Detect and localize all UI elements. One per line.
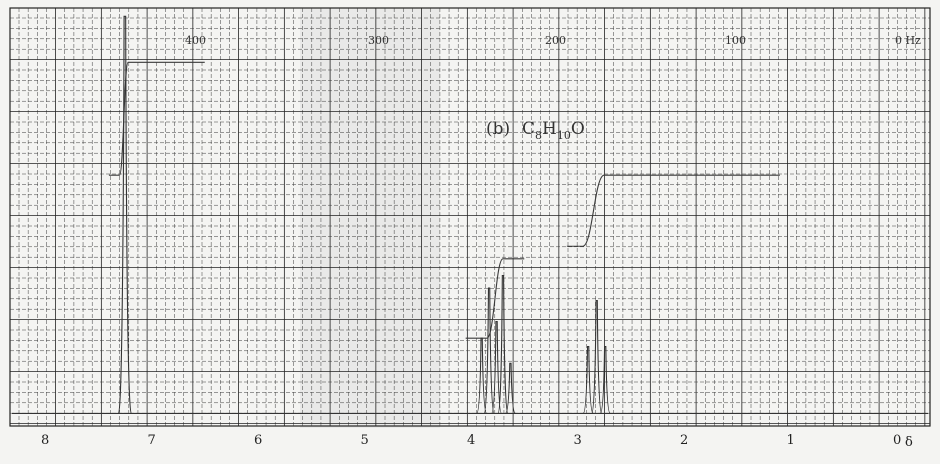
bottom-tick-label: 0 (893, 433, 901, 448)
title-formula: C8H10O (522, 119, 585, 142)
top-tick-label: 400 (185, 34, 206, 47)
top-tick-label: 300 (368, 34, 389, 47)
bottom-tick-label: 2 (680, 433, 688, 448)
title-prefix: (b) (486, 119, 510, 139)
bottom-tick-label: 5 (361, 433, 369, 448)
bottom-tick-label: 4 (467, 433, 475, 448)
top-tick-label: 200 (545, 34, 566, 47)
bottom-tick-label: 8 (41, 433, 49, 448)
x-axis-label: δ (905, 435, 913, 450)
bottom-tick-label: 7 (148, 433, 156, 448)
top-tick-label: 0 Hz (895, 34, 921, 47)
bottom-tick-label: 3 (574, 433, 582, 448)
bottom-tick-label: 6 (254, 433, 262, 448)
bottom-tick-label: 1 (787, 433, 795, 448)
top-tick-label: 100 (725, 34, 746, 47)
